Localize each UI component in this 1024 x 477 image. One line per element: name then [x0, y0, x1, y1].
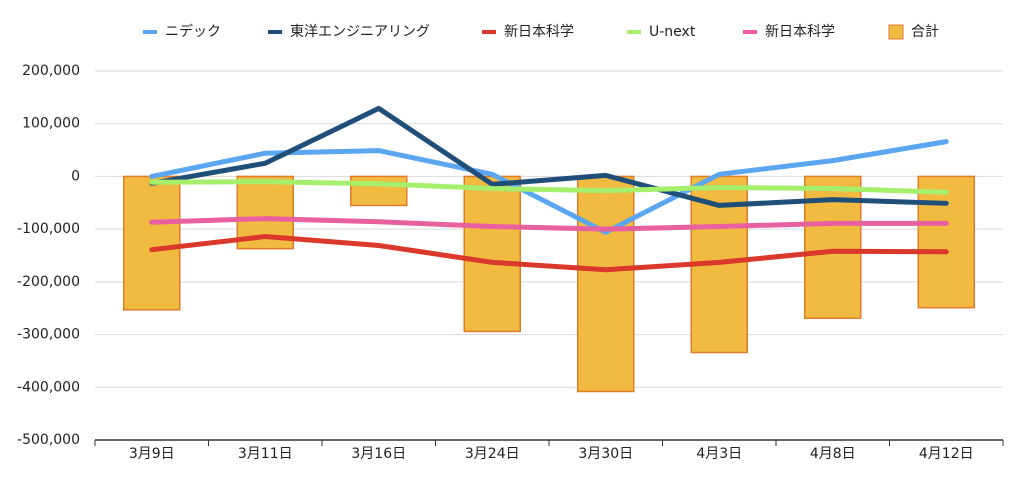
x-tick-label: 3月16日	[351, 446, 406, 462]
legend-label: 新日本科学	[504, 24, 574, 40]
x-tick-label: 3月11日	[238, 446, 293, 462]
bar	[917, 175, 975, 309]
legend-label: ニデック	[165, 23, 221, 40]
line	[149, 216, 949, 232]
y-tick-label: -500,000	[17, 432, 80, 448]
y-tick-label: -300,000	[17, 327, 80, 343]
line	[149, 105, 949, 208]
bar	[123, 175, 181, 311]
y-tick-label: -200,000	[17, 274, 80, 290]
x-tick-label: 3月24日	[465, 446, 520, 462]
x-tick-label: 4月3日	[696, 446, 742, 462]
line	[149, 179, 949, 195]
bar	[463, 175, 521, 333]
y-tick-label: 100,000	[22, 116, 80, 132]
legend-label: U-next	[649, 24, 696, 40]
x-tick-label: 4月8日	[810, 446, 856, 462]
legend-label: 合計	[911, 24, 939, 40]
legend-label: 東洋エンジニアリング	[290, 24, 430, 40]
x-tick-label: 3月30日	[578, 446, 633, 462]
bar	[577, 175, 635, 393]
y-tick-label: 0	[71, 168, 80, 184]
legend-swatch	[888, 24, 904, 40]
y-tick-label: -100,000	[17, 221, 80, 237]
line	[149, 234, 949, 273]
legend-label: 新日本科学	[765, 24, 835, 40]
y-tick-label: -400,000	[17, 379, 80, 395]
x-tick-label: 3月9日	[129, 446, 175, 462]
bar	[350, 175, 408, 207]
y-tick-label: 200,000	[22, 63, 80, 79]
x-tick-label: 4月12日	[919, 446, 974, 462]
